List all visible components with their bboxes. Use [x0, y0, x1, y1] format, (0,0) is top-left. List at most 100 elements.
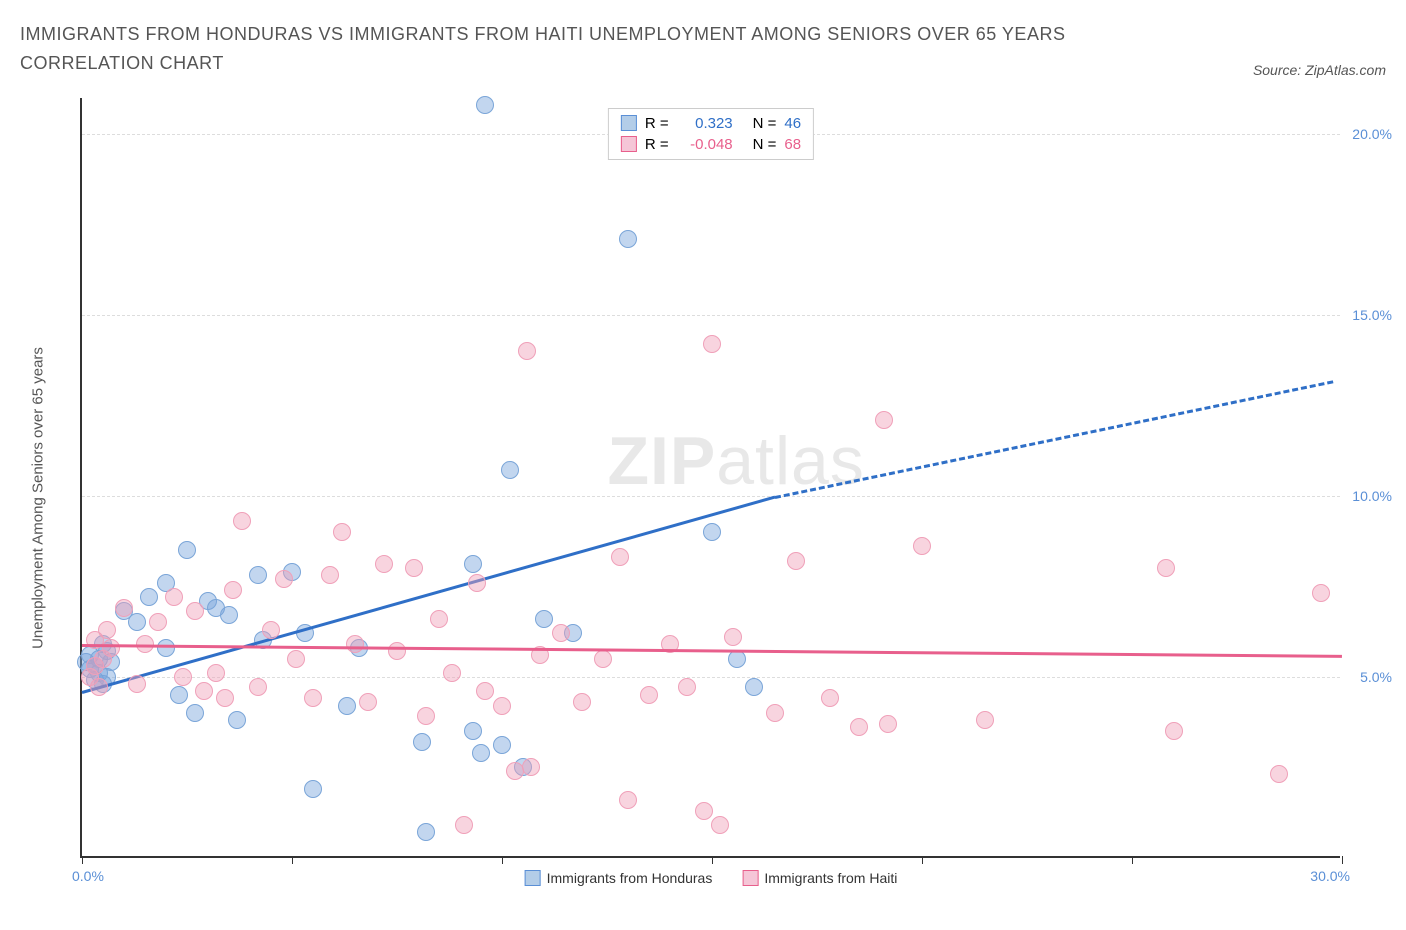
- data-point: [703, 335, 721, 353]
- legend-stats-row: R =-0.048N =68: [621, 134, 801, 155]
- xtick: [1132, 856, 1133, 864]
- header: IMMIGRANTS FROM HONDURAS VS IMMIGRANTS F…: [20, 20, 1386, 78]
- data-point: [976, 711, 994, 729]
- n-label: N =: [753, 115, 777, 132]
- data-point: [522, 758, 540, 776]
- data-point: [594, 650, 612, 668]
- legend-stats: R =0.323N =46R =-0.048N =68: [608, 108, 814, 160]
- ytick-label: 5.0%: [1360, 669, 1392, 685]
- data-point: [170, 686, 188, 704]
- data-point: [413, 733, 431, 751]
- data-point: [165, 588, 183, 606]
- trend-line-extrapolated: [775, 380, 1334, 499]
- xtick: [82, 856, 83, 864]
- xtick: [1342, 856, 1343, 864]
- data-point: [275, 570, 293, 588]
- data-point: [388, 642, 406, 660]
- data-point: [1165, 722, 1183, 740]
- data-point: [128, 675, 146, 693]
- data-point: [1157, 559, 1175, 577]
- data-point: [417, 823, 435, 841]
- data-point: [149, 613, 167, 631]
- data-point: [220, 606, 238, 624]
- data-point: [430, 610, 448, 628]
- data-point: [417, 707, 435, 725]
- data-point: [552, 624, 570, 642]
- data-point: [1312, 584, 1330, 602]
- n-value: 46: [784, 115, 801, 132]
- data-point: [787, 552, 805, 570]
- data-point: [346, 635, 364, 653]
- data-point: [128, 613, 146, 631]
- r-value: 0.323: [677, 115, 733, 132]
- data-point: [821, 689, 839, 707]
- data-point: [186, 704, 204, 722]
- data-point: [249, 566, 267, 584]
- r-label: R =: [645, 115, 669, 132]
- data-point: [102, 639, 120, 657]
- data-point: [216, 689, 234, 707]
- legend-swatch: [525, 870, 541, 886]
- xaxis-max-label: 30.0%: [1310, 868, 1350, 884]
- data-point: [875, 411, 893, 429]
- watermark-thin: atlas: [716, 423, 865, 499]
- data-point: [304, 780, 322, 798]
- gridline: [82, 315, 1340, 316]
- data-point: [359, 693, 377, 711]
- legend-label: Immigrants from Haiti: [764, 870, 897, 886]
- data-point: [338, 697, 356, 715]
- r-value: -0.048: [677, 136, 733, 153]
- data-point: [178, 541, 196, 559]
- data-point: [140, 588, 158, 606]
- data-point: [333, 523, 351, 541]
- data-point: [724, 628, 742, 646]
- watermark: ZIPatlas: [607, 422, 864, 500]
- data-point: [90, 678, 108, 696]
- yaxis-title: Unemployment Among Seniors over 65 years: [30, 347, 47, 649]
- scatter-plot: ZIPatlas R =0.323N =46R =-0.048N =68 0.0…: [80, 98, 1340, 858]
- r-label: R =: [645, 136, 669, 153]
- data-point: [493, 697, 511, 715]
- data-point: [464, 555, 482, 573]
- data-point: [535, 610, 553, 628]
- data-point: [879, 715, 897, 733]
- data-point: [174, 668, 192, 686]
- data-point: [573, 693, 591, 711]
- data-point: [501, 461, 519, 479]
- data-point: [518, 342, 536, 360]
- xtick: [292, 856, 293, 864]
- trend-line: [82, 496, 776, 694]
- data-point: [472, 744, 490, 762]
- data-point: [745, 678, 763, 696]
- ytick-label: 20.0%: [1352, 126, 1392, 142]
- data-point: [228, 711, 246, 729]
- data-point: [115, 599, 133, 617]
- data-point: [304, 689, 322, 707]
- data-point: [262, 621, 280, 639]
- data-point: [476, 682, 494, 700]
- legend-swatch: [742, 870, 758, 886]
- data-point: [640, 686, 658, 704]
- gridline: [82, 677, 1340, 678]
- data-point: [703, 523, 721, 541]
- data-point: [1270, 765, 1288, 783]
- legend-swatch: [621, 115, 637, 131]
- xaxis-min-label: 0.0%: [72, 868, 104, 884]
- gridline: [82, 496, 1340, 497]
- data-point: [287, 650, 305, 668]
- data-point: [233, 512, 251, 530]
- ytick-label: 15.0%: [1352, 307, 1392, 323]
- data-point: [611, 548, 629, 566]
- data-point: [493, 736, 511, 754]
- data-point: [443, 664, 461, 682]
- data-point: [224, 581, 242, 599]
- data-point: [695, 802, 713, 820]
- data-point: [619, 791, 637, 809]
- legend-swatch: [621, 136, 637, 152]
- n-label: N =: [753, 136, 777, 153]
- data-point: [375, 555, 393, 573]
- watermark-bold: ZIP: [607, 423, 716, 499]
- data-point: [207, 664, 225, 682]
- data-point: [766, 704, 784, 722]
- xtick: [712, 856, 713, 864]
